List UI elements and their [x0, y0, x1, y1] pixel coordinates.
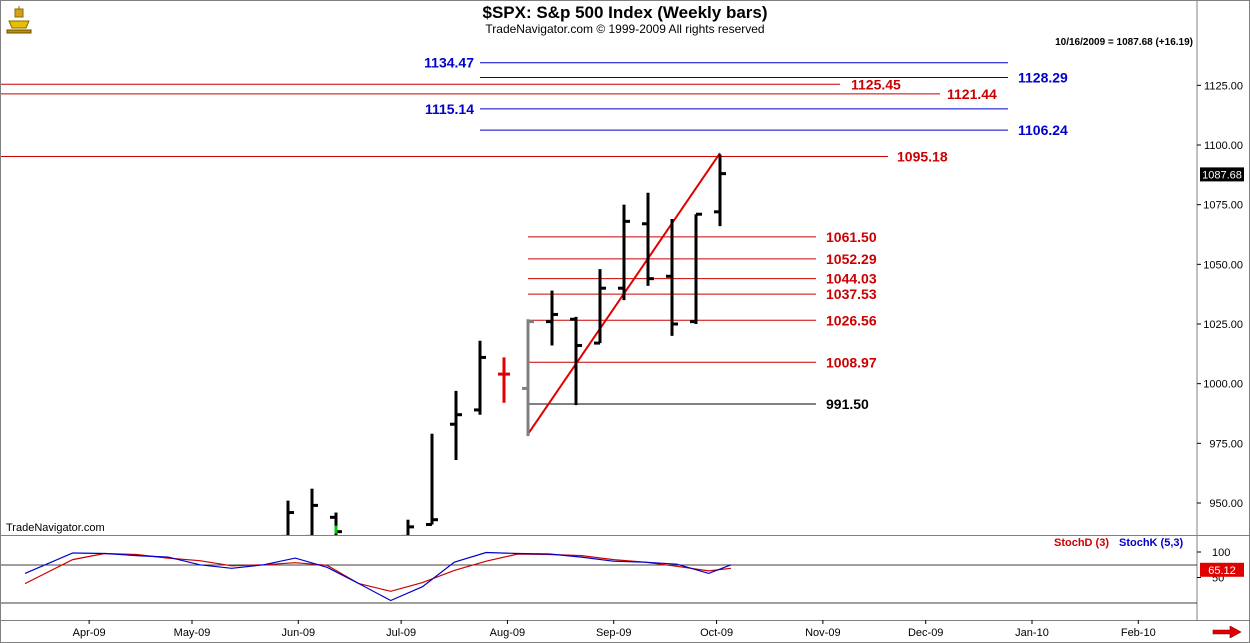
x-tick-label: Jun-09 [281, 627, 315, 639]
ohlc-bar [642, 192, 654, 286]
black-level-label: 991.50 [826, 396, 869, 412]
y-tick-label: 1000.00 [1203, 379, 1243, 391]
ohlc-bar [498, 357, 510, 403]
ohlc-bar [306, 488, 318, 535]
watermark-text: TradeNavigator.com [6, 522, 105, 534]
y-tick-label: 1050.00 [1203, 259, 1243, 271]
x-tick-label: Apr-09 [73, 627, 106, 639]
stoch-k-line [24, 551, 732, 602]
ohlc-bar [330, 512, 342, 535]
blue-level-label: 1115.14 [425, 101, 474, 117]
red-level-label: 1044.03 [826, 271, 877, 287]
y-tick-label: 1125.00 [1204, 80, 1243, 92]
legend-stoch-k: StochK (5,3) [1119, 537, 1184, 549]
ohlc-bar [546, 290, 558, 346]
ohlc-bar [402, 519, 414, 535]
chart-title: $SPX: S&p 500 Index (Weekly bars) [482, 3, 768, 22]
red-level-label: 1061.50 [826, 229, 877, 245]
y-tick-label: 950.00 [1209, 498, 1243, 510]
x-tick-label: Dec-09 [908, 627, 943, 639]
ohlc-bar [450, 390, 462, 461]
x-tick-label: Jan-10 [1015, 627, 1049, 639]
price-plot [1, 62, 1008, 535]
ohlc-bar [522, 319, 534, 437]
x-tick-label: Jul-09 [386, 627, 416, 639]
blue-level-label: 1106.24 [1018, 122, 1068, 138]
ohlc-bar [474, 340, 486, 415]
x-tick-label: May-09 [174, 627, 211, 639]
stoch-y-label: 100 [1212, 547, 1230, 559]
red-level-label: 1008.97 [826, 354, 877, 370]
blue-level-label: 1134.47 [424, 55, 474, 71]
scroll-right-arrow-icon[interactable] [1212, 626, 1242, 638]
x-tick-label: Aug-09 [490, 627, 525, 639]
x-tick-label: Feb-10 [1121, 627, 1156, 639]
red-level-label: 1037.53 [826, 286, 877, 302]
y-tick-label: 1075.00 [1203, 200, 1243, 212]
time-axis: Apr-09 May-09 Jun-09 Jul-09 Aug-09 Sep-09 Oct-… [1, 620, 1249, 639]
ohlc-bar [690, 212, 702, 324]
y-tick-label: 1025.00 [1203, 319, 1243, 331]
y-tick-label: 975.00 [1209, 438, 1243, 450]
ohlc-bar [426, 433, 438, 526]
ohlc-bar [570, 316, 582, 406]
ohlc-bar [282, 500, 294, 535]
legend-stoch-d: StochD (3) [1054, 537, 1109, 549]
stoch-value-label: 65.12 [1208, 565, 1236, 577]
last-price-box [1200, 167, 1244, 182]
y-tick-label: 1100.00 [1204, 140, 1243, 152]
ohlc-bar [714, 154, 726, 227]
last-price-label: 1087.68 [1202, 169, 1242, 181]
last-quote-readout: 10/16/2009 = 1087.68 (+16.19) [1055, 37, 1193, 48]
red-level-label: 1052.29 [826, 251, 877, 267]
ohlc-bar [666, 218, 678, 336]
ohlc-bar [594, 269, 606, 345]
x-tick-label: Sep-09 [596, 627, 631, 639]
red-level-label: 1026.56 [826, 312, 877, 328]
ohlc-bar [618, 204, 630, 301]
price-panel: 950.00 975.00 1000.00 1025.00 1050.00 1075.00… [1, 1, 1249, 620]
blue-level-label: 1128.29 [1018, 69, 1068, 85]
red-level-label: 1125.45 [851, 76, 901, 92]
red-level-label: 1095.18 [897, 149, 948, 165]
red-level-label: 1121.44 [947, 86, 997, 102]
stoch-value-box [1200, 562, 1244, 577]
x-tick-label: Oct-09 [700, 627, 733, 639]
chart-subtitle: TradeNavigator.com © 1999-2009 All right… [485, 22, 765, 36]
x-tick-label: Nov-09 [805, 627, 840, 639]
trophy-logo-icon[interactable] [4, 6, 34, 34]
